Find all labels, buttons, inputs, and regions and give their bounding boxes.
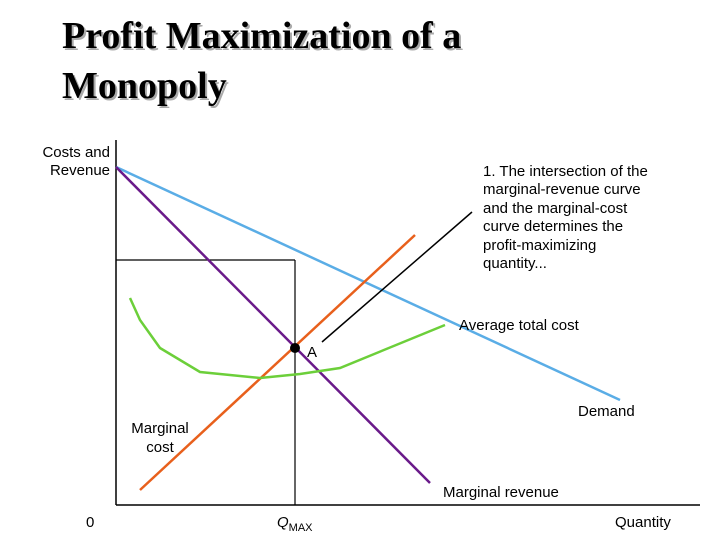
annotation-pointer — [321, 211, 473, 343]
demand-curve — [115, 165, 621, 402]
marginal-cost-curve — [139, 234, 416, 491]
title: Profit Maximization of a Monopoly Profit… — [62, 15, 463, 109]
x-axis-label: Quantity — [615, 514, 671, 531]
qmax-label: QMAX — [277, 514, 313, 534]
annotation-line: curve determines the — [483, 218, 623, 235]
title-line: Profit Maximization of a — [62, 15, 461, 57]
annotation: 1. The intersection of the marginal-reve… — [483, 163, 648, 272]
mr-label: Marginal revenue — [443, 484, 559, 501]
annotation-line: marginal-revenue curve — [483, 181, 641, 198]
title-shadow: Profit Maximization of a — [64, 17, 463, 59]
annotation-line: quantity... — [483, 255, 547, 272]
annotation-line: and the marginal-cost — [483, 200, 628, 217]
annotation-line: profit-maximizing — [483, 237, 596, 254]
origin-label: 0 — [86, 514, 94, 531]
qmax-subscript: MAX — [289, 522, 314, 534]
y-axis-label: Revenue — [50, 162, 110, 179]
demand-label: Demand — [578, 403, 635, 420]
title-line: Monopoly — [62, 65, 227, 107]
average-total-cost-curve — [128, 297, 446, 380]
atc-label: Average total cost — [459, 317, 580, 334]
mc-label: Marginal — [131, 420, 189, 437]
point-label: A — [307, 344, 317, 361]
y-axis-label: Costs and — [42, 144, 110, 161]
title-shadow: Monopoly — [64, 67, 229, 109]
annotation-line: 1. The intersection of the — [483, 163, 648, 180]
point-a — [290, 343, 300, 353]
mc-label: cost — [146, 439, 174, 456]
marginal-revenue-curve — [115, 166, 431, 484]
qmax-symbol: Q — [277, 514, 289, 531]
